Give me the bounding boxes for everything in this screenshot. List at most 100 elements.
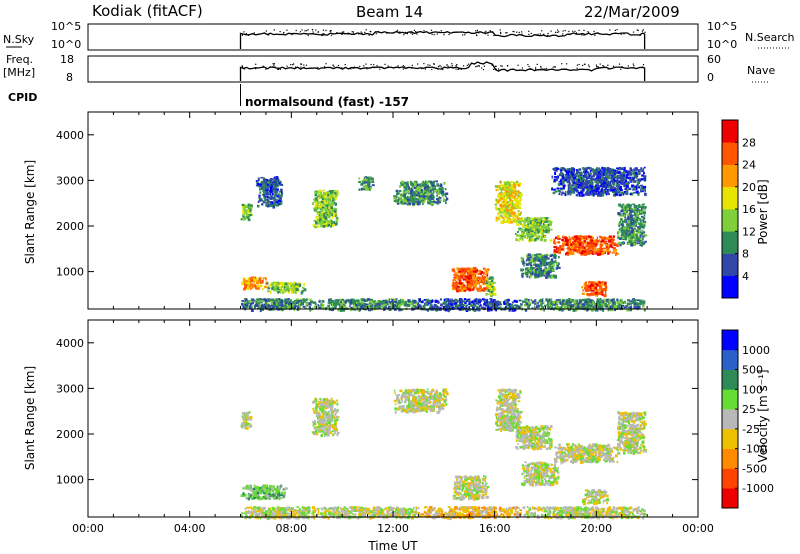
heatmap-cell <box>452 284 455 287</box>
heatmap-cell <box>334 202 337 206</box>
heatmap-cell <box>400 201 403 205</box>
heatmap-cell <box>402 181 405 185</box>
status-dot <box>433 63 435 65</box>
heatmap-cell <box>547 301 550 304</box>
heatmap-cell <box>569 300 572 303</box>
heatmap-cell <box>549 261 553 263</box>
cpid-label: CPID <box>8 91 37 104</box>
status-dot <box>568 30 570 33</box>
heatmap-cell <box>526 226 530 229</box>
heatmap-cell <box>558 248 561 251</box>
heatmap-cell <box>550 261 554 265</box>
heatmap-cell <box>295 291 297 295</box>
cpid-text: normalsound (fast) -157 <box>245 95 409 109</box>
heatmap-cell <box>397 202 400 205</box>
heatmap-cell <box>449 299 452 302</box>
heatmap-cell <box>511 187 514 191</box>
heatmap-cell <box>511 305 514 309</box>
status-dot <box>476 34 478 36</box>
heatmap-cell <box>528 261 532 264</box>
heatmap-cell <box>277 184 279 188</box>
status-dot <box>521 67 523 69</box>
heatmap-cell <box>617 231 620 234</box>
status-dot <box>506 32 508 34</box>
heatmap-cell <box>269 177 273 181</box>
heatmap-cell <box>499 303 503 306</box>
heatmap-cell <box>495 216 499 220</box>
heatmap-cell <box>439 298 442 301</box>
heatmap-cell <box>519 220 522 224</box>
heatmap-cell <box>368 180 371 184</box>
heatmap-cell <box>432 191 435 194</box>
heatmap-cell <box>428 299 431 302</box>
heatmap-cell <box>242 277 246 280</box>
heatmap-cell <box>420 200 422 202</box>
heatmap-cell <box>616 243 619 247</box>
status-dot <box>462 34 464 36</box>
status-dot <box>399 31 401 33</box>
heatmap-cell <box>456 304 460 307</box>
heatmap-cell <box>271 282 274 285</box>
heatmap-cell <box>278 195 282 198</box>
heatmap-cell <box>529 234 532 237</box>
heatmap-cell <box>445 192 449 195</box>
heatmap-cell <box>589 252 592 255</box>
heatmap-cell <box>624 216 626 219</box>
heatmap-cell <box>314 302 317 305</box>
heatmap-cell <box>574 304 577 307</box>
heatmap-cell <box>513 203 516 207</box>
heatmap-cell <box>284 290 287 293</box>
heatmap-cell <box>388 308 392 311</box>
heatmap-cell <box>517 205 519 207</box>
heatmap-cell <box>318 300 321 303</box>
heatmap-cell <box>536 225 540 229</box>
heatmap-cell <box>295 287 299 291</box>
heatmap-cell <box>479 304 482 307</box>
heatmap-cell <box>589 246 592 249</box>
heatmap-cell <box>499 184 502 187</box>
status-dot <box>466 64 468 67</box>
heatmap-cell <box>286 285 289 289</box>
heatmap-cell <box>284 283 288 285</box>
heatmap-cell <box>267 188 269 191</box>
status-dot <box>498 68 500 70</box>
heatmap-cell <box>277 298 281 301</box>
heatmap-cell <box>551 266 554 269</box>
heatmap-cell <box>622 226 625 229</box>
heatmap-cell <box>617 212 621 216</box>
heatmap-cell <box>271 305 275 309</box>
heatmap-cell <box>413 183 417 187</box>
heatmap-cell <box>623 214 626 217</box>
heatmap-cell <box>317 211 320 214</box>
heatmap-cell <box>623 306 626 309</box>
heatmap-cell <box>446 197 449 201</box>
heatmap-cell <box>499 301 502 304</box>
heatmap-cell <box>578 307 581 310</box>
heatmap-cell <box>494 203 497 206</box>
heatmap-cell <box>574 246 577 248</box>
heatmap-cell <box>248 305 252 309</box>
heatmap-cell <box>575 307 578 310</box>
heatmap-cell <box>466 281 470 284</box>
heatmap-cell <box>497 201 500 204</box>
heatmap-cell <box>565 243 569 246</box>
heatmap-cell <box>251 305 254 308</box>
heatmap-cell <box>322 202 326 206</box>
heatmap-cell <box>367 307 370 310</box>
heatmap-cell <box>416 187 418 191</box>
heatmap-cell <box>246 215 250 219</box>
heatmap-cell <box>634 235 638 238</box>
heatmap-cell <box>332 192 335 195</box>
heatmap-cell <box>492 288 495 290</box>
heatmap-cell <box>504 203 508 205</box>
heatmap-cell <box>464 289 467 292</box>
nave-label: Nave <box>747 64 775 77</box>
status-dot <box>396 29 399 31</box>
heatmap-cell <box>447 306 450 309</box>
heatmap-cell <box>331 207 334 211</box>
heatmap-cell <box>540 217 543 219</box>
heatmap-cell <box>630 226 633 229</box>
heatmap-cell <box>505 197 509 200</box>
heatmap-cell <box>433 187 437 191</box>
heatmap-cell <box>498 214 501 217</box>
